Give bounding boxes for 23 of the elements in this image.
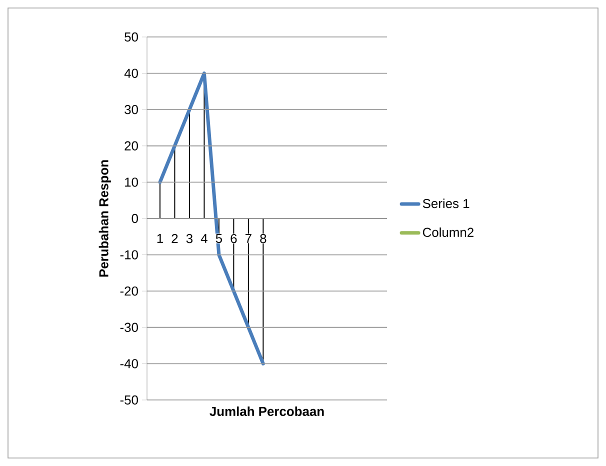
legend-label: Series 1 [422, 198, 470, 208]
y-tick-label: -10 [120, 250, 138, 260]
y-tick-label: 0 [132, 214, 138, 224]
y-tick-label: -30 [120, 322, 138, 332]
legend-label: Column2 [422, 227, 474, 237]
x-tick-label: 7 [246, 234, 252, 243]
y-tick-label: -20 [120, 286, 138, 296]
y-tick-label: 30 [124, 104, 138, 114]
x-tick-label: 6 [230, 234, 237, 244]
y-tick-label: 50 [124, 32, 138, 42]
y-tick-label: -40 [120, 359, 138, 368]
x-axis-title: Jumlah Percobaan [210, 406, 324, 416]
y-tick-label: -50 [120, 395, 138, 405]
x-tick-label: 5 [216, 234, 222, 244]
y-tick-label: 40 [124, 68, 138, 78]
x-tick-label: 2 [172, 234, 178, 244]
x-tick-label: 1 [157, 234, 163, 243]
y-axis-title: Perubahan Respon [98, 160, 111, 277]
y-tick-label: 10 [125, 178, 138, 187]
y-tick-label: 20 [124, 141, 138, 150]
x-tick-label: 4 [200, 234, 208, 243]
x-tick-label: 3 [186, 234, 193, 244]
x-tick-label: 8 [260, 234, 266, 244]
